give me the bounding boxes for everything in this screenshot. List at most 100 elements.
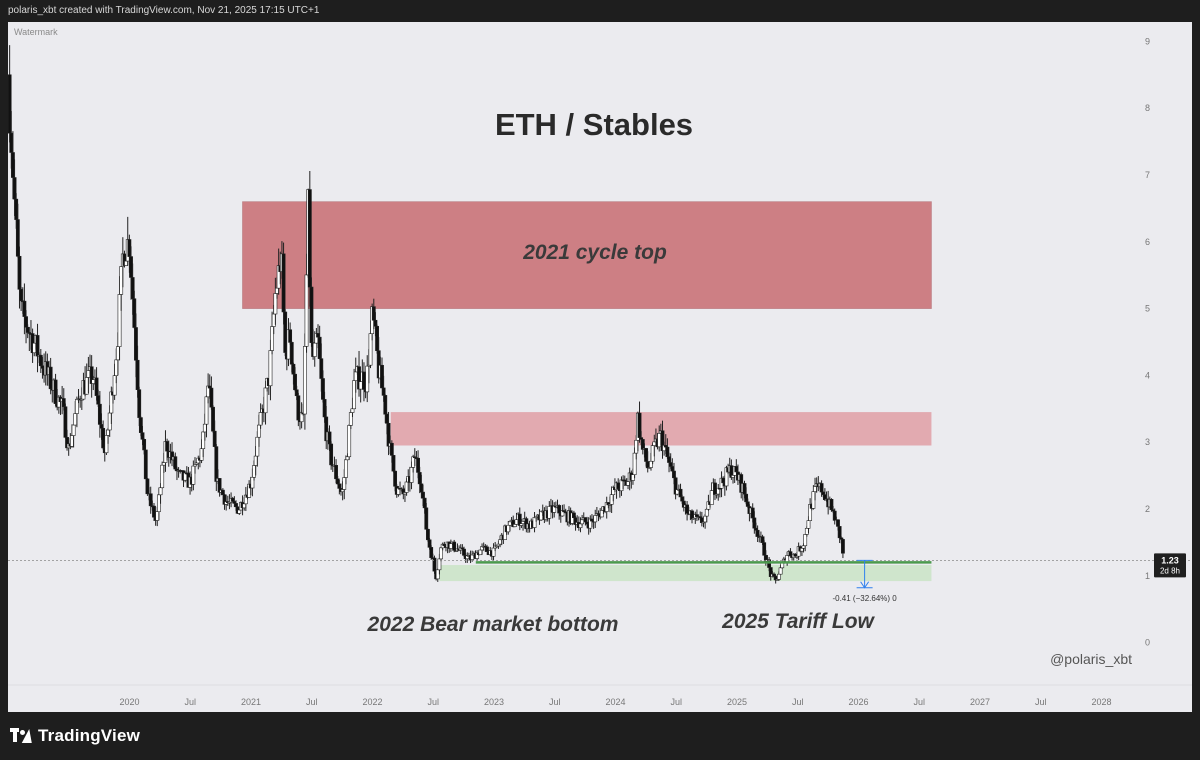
tradingview-logo[interactable]: TradingView: [10, 726, 140, 746]
candle-body-up: [804, 527, 809, 535]
candle-body-down: [281, 253, 286, 313]
candle: [435, 568, 440, 582]
candle-body-up: [813, 486, 817, 492]
candle-body-up: [704, 508, 709, 517]
x-tick-label: 2020: [119, 697, 139, 707]
candle-body-down: [616, 482, 621, 490]
candle-body-down: [721, 477, 726, 484]
candle-body-down: [61, 398, 66, 408]
candle: [63, 403, 68, 439]
candle: [465, 552, 470, 563]
y-tick-label: 4: [1145, 370, 1150, 380]
candle-body-up: [514, 519, 519, 525]
candle-body-up: [780, 562, 785, 569]
candle-body-down: [317, 336, 322, 359]
candle-body-up: [263, 387, 268, 414]
candle-body-up: [532, 516, 537, 528]
candle-body-down: [165, 441, 170, 452]
candle-body-down: [207, 385, 212, 389]
x-tick-label: Jul: [428, 697, 440, 707]
candle-body-up: [709, 490, 714, 505]
x-tick-label: 2021: [241, 697, 261, 707]
zone-bottom-support[interactable]: [439, 565, 932, 582]
candle-body-down: [212, 430, 217, 447]
candle-body-down: [385, 413, 389, 424]
candle: [532, 512, 537, 533]
candle-body-down: [416, 457, 420, 473]
candle-body-down: [381, 387, 386, 396]
candle-body-down: [335, 478, 340, 485]
candle: [309, 277, 314, 347]
candle-body-down: [48, 366, 53, 390]
candle-body-down: [220, 489, 225, 495]
candle: [562, 504, 566, 513]
x-axis: 2020 Jul 2021 Jul 2022 Jul 2023 Jul 2024 Jul 2025 J…: [8, 684, 1192, 707]
candle-body-down: [15, 219, 20, 257]
author-credit: @polaris_xbt: [1050, 651, 1132, 667]
candle-body-down: [788, 551, 793, 557]
candle: [837, 526, 842, 544]
candle: [302, 333, 307, 430]
candle: [678, 483, 683, 498]
candle-body-up: [368, 333, 373, 366]
candle-body-up: [365, 365, 370, 393]
candle: [38, 348, 43, 373]
candle-body-down: [334, 465, 338, 480]
candle-body-down: [307, 189, 312, 288]
candle-body-down: [829, 499, 834, 511]
candle-body-down: [209, 387, 214, 408]
candle-body-up: [352, 380, 357, 410]
candle-body-down: [836, 519, 840, 527]
candle-body-up: [547, 505, 552, 519]
candle-body-down: [762, 542, 767, 556]
candle-body-up: [404, 481, 409, 493]
candle-body-up: [619, 479, 624, 492]
candle-body-down: [294, 389, 299, 397]
x-tick-label: Jul: [914, 697, 926, 707]
candle: [89, 355, 94, 398]
candle-body-down: [426, 528, 430, 541]
candle: [604, 496, 609, 519]
candle-body-up: [801, 545, 806, 549]
candle: [347, 423, 352, 460]
candle-body-up: [32, 342, 37, 354]
candle-body-down: [557, 505, 562, 514]
price-chart[interactable]: Watermark -0.41 (−32.64%) 0 ETH / Stable…: [8, 22, 1192, 712]
candle: [307, 170, 312, 307]
candle-body-up: [811, 491, 816, 509]
candle-body-up: [114, 359, 119, 376]
candle-body-down: [713, 482, 717, 495]
candle-body-down: [371, 306, 376, 321]
candle-body-down: [429, 547, 434, 558]
candle-body-down: [380, 364, 384, 389]
candle-body-down: [668, 462, 673, 467]
candle-body-down: [289, 342, 294, 365]
candle: [288, 322, 293, 345]
candle: [719, 471, 724, 498]
candle-body-down: [391, 455, 396, 472]
candle-body-down: [389, 442, 394, 456]
candle-body-down: [417, 472, 422, 485]
candle: [673, 476, 678, 500]
candle: [762, 540, 767, 556]
candle-body-down: [754, 527, 758, 531]
candle: [8, 45, 12, 143]
candle-body-up: [255, 436, 260, 457]
candle-body-up: [491, 547, 496, 557]
candle: [808, 498, 813, 521]
candle: [365, 355, 370, 403]
measure-label: -0.41 (−32.64%) 0: [832, 594, 897, 603]
candle-body-up: [785, 555, 790, 563]
zone-cycle-top[interactable]: [242, 201, 932, 309]
x-tick-label: 2028: [1092, 697, 1112, 707]
candle-body-up: [409, 467, 414, 483]
candle-body-down: [291, 363, 296, 375]
y-tick-label: 3: [1145, 437, 1150, 447]
price-tag-bg[interactable]: [1154, 553, 1186, 578]
chart-frame: Watermark -0.41 (−32.64%) 0 ETH / Stable…: [8, 22, 1192, 712]
candle-body-down: [832, 510, 837, 521]
candle-body-down: [583, 517, 588, 523]
candle: [547, 501, 552, 525]
candle: [713, 478, 717, 501]
